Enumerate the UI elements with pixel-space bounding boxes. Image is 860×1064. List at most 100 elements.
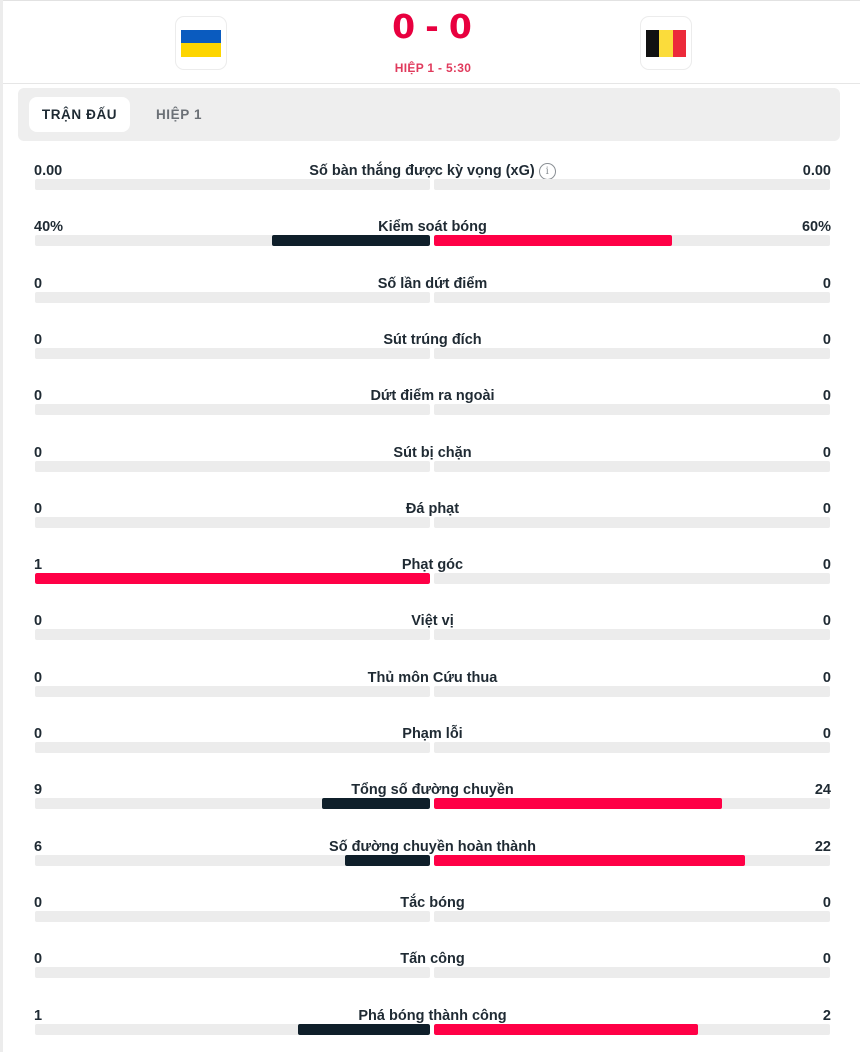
- home-stat-value: 0: [34, 951, 43, 968]
- away-stat-value: 0: [822, 669, 831, 686]
- tab-first-half[interactable]: HIỆP 1: [155, 107, 203, 122]
- home-stat-bar: [35, 742, 430, 753]
- stat-label-text: Sút trúng đích: [383, 331, 482, 348]
- home-stat-value: 9: [34, 782, 43, 799]
- stat-label-text: Đá phạt: [405, 500, 460, 517]
- away-stat-bar: [434, 573, 830, 585]
- stat-label-text: Phạm lỗi: [402, 726, 463, 742]
- away-stat-bar: [434, 1023, 830, 1035]
- stat-label-text: Tắc bóng: [400, 894, 465, 911]
- home-stat-bar-fill: [322, 798, 430, 810]
- stat-label: Phạt góc: [230, 557, 635, 573]
- home-stat-bar: [35, 629, 430, 641]
- info-icon[interactable]: i: [538, 163, 556, 180]
- stat-label: Số lần dứt điểm: [230, 276, 635, 292]
- stat-row: 0 Dứt điểm ra ngoài 0: [0, 388, 860, 444]
- away-stat-value: 0: [822, 331, 831, 348]
- stat-label: Số đường chuyền hoàn thành: [230, 839, 635, 855]
- home-stat-bar: [35, 685, 430, 697]
- away-stat-value: 22: [814, 838, 831, 855]
- stat-label-text: Tổng số đường chuyền: [351, 782, 514, 799]
- stat-label: Tấn công: [230, 951, 635, 967]
- home-stat-value: 0: [34, 444, 43, 461]
- tab-full-match[interactable]: TRẬN ĐẤU: [29, 97, 130, 132]
- home-stat-value: 0: [34, 275, 43, 292]
- score-separator: -: [425, 7, 441, 46]
- away-stat-bar-fill: [434, 854, 746, 866]
- away-stat-bar-fill: [434, 235, 672, 247]
- home-stat-value: 0: [34, 613, 43, 630]
- away-stat-value: 0: [822, 613, 831, 630]
- away-stat-value: 0: [822, 557, 831, 574]
- stat-label-text: Kiểm soát bóng: [378, 219, 487, 236]
- away-team-badge[interactable]: [640, 16, 692, 70]
- ukraine-flag-icon: [181, 29, 221, 57]
- away-stat-bar: [434, 460, 830, 472]
- home-stat-bar: [35, 179, 430, 190]
- home-stat-value: 0: [34, 388, 43, 405]
- stat-label-text: Sút bị chặn: [393, 444, 472, 461]
- stat-label-text: Dứt điểm ra ngoài: [370, 388, 495, 405]
- home-score: 0: [392, 7, 418, 46]
- stat-label-text: Thủ môn Cứu thua: [367, 669, 498, 686]
- away-stat-value: 60%: [801, 219, 831, 236]
- away-stat-bar: [434, 291, 830, 303]
- stat-label-text: Số bàn thắng được kỳ vọng (xG): [309, 163, 535, 179]
- stat-row: 0 Sút bị chặn 0: [0, 445, 860, 501]
- stat-row: 1 Phá bóng thành công 2: [0, 1008, 860, 1064]
- stat-label-text: Số đường chuyền hoàn thành: [329, 838, 536, 855]
- stat-label: Kiểm soát bóng: [230, 219, 635, 235]
- away-stat-bar: [434, 179, 830, 190]
- stat-label: Sút bị chặn: [230, 445, 635, 461]
- stat-row: 0 Sút trúng đích 0: [0, 332, 860, 388]
- scoreboard: 0-0: [333, 7, 533, 46]
- home-stat-value: 0: [34, 669, 43, 686]
- away-stat-bar: [434, 347, 830, 359]
- stat-row: 40% Kiểm soát bóng 60%: [0, 219, 860, 275]
- window-left-border: [0, 0, 3, 1052]
- home-stat-bar: [35, 798, 430, 810]
- away-stat-value: 24: [814, 782, 831, 799]
- away-stat-bar: [434, 516, 830, 528]
- stat-label: Tắc bóng: [230, 895, 635, 911]
- away-stat-value: 0: [822, 275, 831, 292]
- stat-label: Đá phạt: [230, 501, 635, 517]
- stat-label: Dứt điểm ra ngoài: [230, 388, 635, 404]
- home-stat-bar: [35, 854, 430, 866]
- stat-label: Số bàn thắng được kỳ vọng (xG) i: [230, 163, 635, 180]
- stat-row: 0 Đá phạt 0: [0, 501, 860, 557]
- stat-label-text: Phạt góc: [401, 557, 464, 574]
- away-stat-bar-fill: [434, 798, 722, 810]
- home-stat-value: 0: [34, 331, 43, 348]
- home-stat-bar: [35, 460, 430, 472]
- home-stat-bar: [35, 404, 430, 416]
- home-team-badge[interactable]: [175, 16, 227, 70]
- home-stat-value: 0.00: [34, 163, 63, 179]
- home-stat-bar: [35, 573, 430, 585]
- home-stat-value: 0: [34, 894, 43, 911]
- stat-row: 0 Phạm lỗi 0: [0, 726, 860, 782]
- home-stat-bar-fill: [35, 573, 430, 585]
- stat-label: Thủ môn Cứu thua: [230, 670, 635, 686]
- stat-label-text: Tấn công: [400, 951, 465, 968]
- window-top-border: [0, 0, 860, 1]
- away-stat-bar: [434, 235, 830, 247]
- match-status: HIỆP 1 - 5:30: [394, 61, 472, 75]
- stat-label-text: Số lần dứt điểm: [377, 275, 488, 292]
- stat-row: 0 Số lần dứt điểm 0: [0, 276, 860, 332]
- stat-row: 0 Việt vị 0: [0, 613, 860, 669]
- header-divider: [3, 83, 860, 84]
- stat-row: 0 Thủ môn Cứu thua 0: [0, 670, 860, 726]
- away-stat-bar-fill: [434, 1023, 699, 1035]
- away-stat-bar: [434, 404, 830, 416]
- home-stat-value: 6: [34, 838, 43, 855]
- home-stat-bar: [35, 235, 430, 247]
- belgium-flag-icon: [646, 29, 686, 57]
- away-stat-value: 0: [822, 726, 831, 742]
- home-stat-bar: [35, 516, 430, 528]
- period-tabs: TRẬN ĐẤU HIỆP 1: [18, 88, 840, 141]
- home-stat-value: 0: [34, 726, 43, 742]
- away-score: 0: [448, 7, 474, 46]
- stat-label-text: Phá bóng thành công: [358, 1007, 507, 1024]
- away-stat-bar: [434, 967, 830, 979]
